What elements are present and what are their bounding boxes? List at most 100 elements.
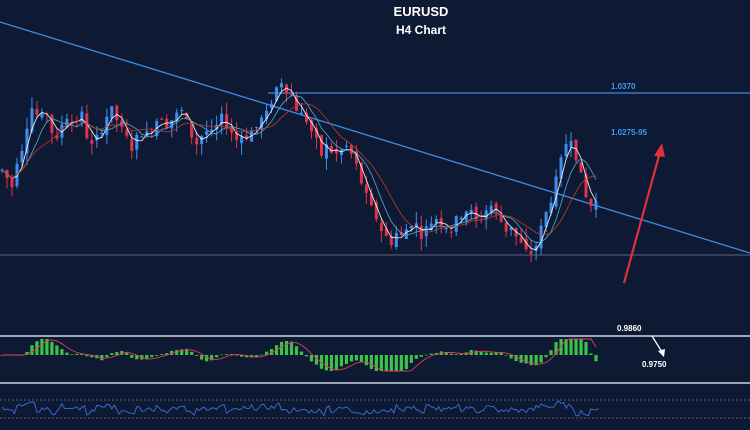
histogram-bar — [40, 339, 44, 355]
histogram-bar — [210, 355, 214, 361]
histogram-bar — [244, 355, 249, 358]
candle-body — [474, 206, 478, 220]
histogram-bar — [165, 353, 169, 355]
candle-body — [319, 135, 323, 156]
histogram-bar — [284, 341, 289, 355]
candle-body — [579, 162, 583, 173]
histogram-bar — [205, 355, 209, 362]
histogram-bar — [544, 355, 548, 358]
histogram-bar — [175, 349, 179, 355]
candle-body — [359, 162, 363, 184]
candle-body — [60, 124, 64, 138]
chart-title: EURUSD — [394, 4, 449, 19]
bullish-arrow-shaft — [622, 151, 662, 284]
histogram-bar — [369, 355, 373, 369]
candle-body — [594, 201, 598, 210]
candle-body — [394, 232, 398, 248]
histogram-bar — [215, 355, 219, 358]
candle-body — [35, 108, 39, 115]
candle-body — [334, 149, 338, 154]
candle-body — [304, 112, 308, 123]
histogram-bar — [299, 351, 304, 355]
candle-body — [30, 108, 34, 132]
histogram-bar — [319, 355, 324, 369]
candle-body — [314, 128, 318, 138]
histogram-bar — [190, 351, 194, 355]
histogram-bar — [334, 355, 339, 371]
candle-body — [105, 116, 109, 136]
ma-fast-line — [1, 87, 597, 251]
candle-body — [329, 146, 333, 153]
histogram-bar — [314, 355, 319, 365]
histogram-bar — [484, 352, 488, 355]
candle-body — [544, 211, 548, 227]
candle-body — [524, 238, 528, 250]
histogram-bar — [514, 355, 518, 362]
candle-body — [549, 202, 553, 213]
bullish-arrow-head — [654, 143, 665, 157]
candle-body — [389, 235, 393, 245]
candle-body — [295, 96, 299, 111]
candle-body — [290, 94, 294, 96]
candle-body — [150, 131, 154, 133]
histogram-bar — [150, 355, 154, 358]
histogram-bar — [479, 351, 483, 355]
candle-body — [85, 113, 89, 139]
histogram-bar — [329, 355, 334, 371]
histogram-bar — [459, 353, 463, 355]
histogram-bar — [359, 355, 363, 362]
candle-body — [65, 118, 69, 128]
candle-body — [205, 131, 209, 135]
candle-body — [559, 157, 563, 179]
histogram-bar — [449, 353, 453, 355]
candle-body — [354, 151, 358, 164]
candle-body — [589, 198, 593, 206]
candle-body — [120, 120, 124, 127]
candle-body — [339, 149, 343, 156]
histogram-bar — [399, 355, 403, 371]
histogram-bar — [394, 355, 398, 371]
candle-body — [110, 106, 114, 119]
candle-body — [255, 127, 259, 129]
histogram-bar — [444, 352, 448, 355]
histogram-bar — [419, 355, 423, 357]
candle-body — [115, 105, 119, 121]
histogram-bar — [195, 355, 199, 356]
histogram-bar — [230, 353, 234, 355]
histogram-bar — [424, 354, 428, 356]
candle-body — [539, 225, 543, 249]
candle-body — [399, 232, 403, 236]
candle-body — [409, 226, 413, 229]
candle-body — [180, 109, 184, 112]
histogram-bar — [324, 355, 329, 371]
histogram-bar — [145, 355, 149, 360]
ma-mid-line — [1, 95, 597, 244]
histogram-bar — [494, 351, 498, 355]
histogram-bar — [110, 353, 114, 355]
candle-body — [220, 113, 224, 125]
histogram-bar — [434, 352, 438, 355]
histogram-bar — [384, 355, 388, 371]
candle-body — [494, 203, 498, 212]
candle-body — [210, 129, 214, 132]
candle-body — [509, 227, 513, 230]
histogram-signal-line — [2, 338, 597, 372]
histogram-bar — [235, 354, 239, 356]
candle-body — [260, 117, 264, 130]
support-label: 0.9860 — [617, 324, 642, 333]
histogram-bar — [349, 355, 354, 362]
candle-body — [444, 228, 448, 230]
chart-subtitle: H4 Chart — [396, 23, 446, 37]
candle-body — [429, 223, 433, 231]
histogram-bar — [90, 355, 94, 358]
histogram-bar — [404, 355, 408, 370]
down-target-label: 0.9750 — [642, 360, 667, 369]
histogram-bar — [269, 349, 274, 355]
histogram-bar — [254, 355, 259, 357]
candle-body — [270, 103, 274, 109]
histogram-bar — [25, 351, 29, 355]
candle-body — [369, 193, 373, 206]
candle-body — [250, 130, 254, 142]
candle-body — [569, 140, 573, 148]
